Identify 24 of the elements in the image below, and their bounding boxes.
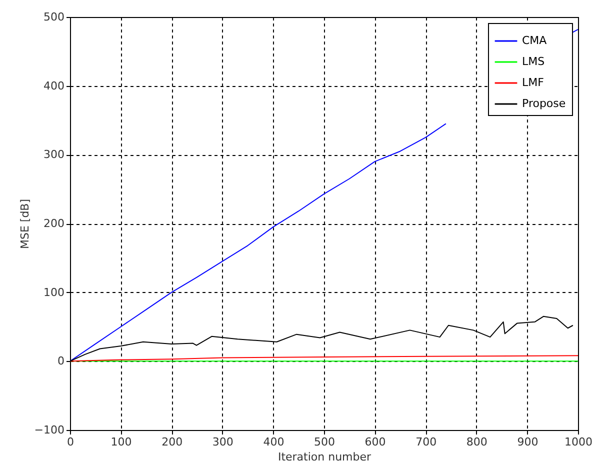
y-tick-label: 0 <box>58 354 64 368</box>
x-tick-label: 600 <box>364 436 386 448</box>
y-axis-title: MSE [dB] <box>18 198 32 250</box>
x-tick-label: 700 <box>416 436 437 448</box>
x-tick-label: 500 <box>314 436 335 448</box>
legend-label: Propose <box>522 97 566 110</box>
x-tick-label: 800 <box>466 436 488 448</box>
x-tick-label: 300 <box>212 436 234 448</box>
x-tick-label: 1000 <box>564 436 592 448</box>
legend-label: LMS <box>522 55 545 68</box>
y-tick-label: 500 <box>44 10 64 24</box>
y-tick-label: −100 <box>34 424 64 436</box>
y-tick-label: 100 <box>44 286 64 299</box>
x-tick-label: 400 <box>263 436 284 448</box>
y-tick-label: 300 <box>44 148 64 162</box>
x-axis-title: Iteration number <box>278 450 372 464</box>
legend-label: LMF <box>522 76 544 89</box>
x-tick-label: 900 <box>517 436 538 448</box>
legend-label: CMA <box>522 34 548 47</box>
y-tick-label: 200 <box>44 217 64 230</box>
x-tick-label: 200 <box>162 436 183 448</box>
y-tick-label: 400 <box>44 79 64 92</box>
x-tick-label: 0 <box>67 436 74 448</box>
x-tick-label: 100 <box>110 436 132 448</box>
